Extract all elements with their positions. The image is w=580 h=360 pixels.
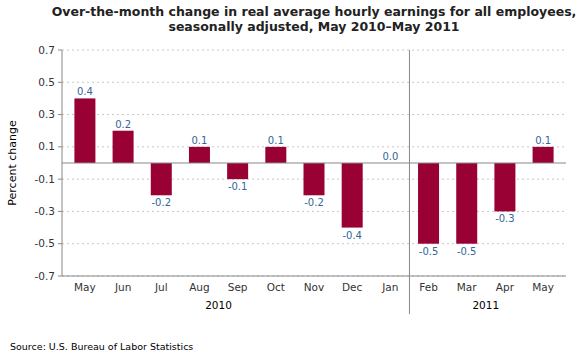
bar xyxy=(189,147,210,163)
chart-svg: Over-the-month change in real average ho… xyxy=(0,0,580,360)
zero-line xyxy=(62,163,566,164)
y-tick xyxy=(58,114,62,115)
x-axis-line xyxy=(62,276,566,277)
bar xyxy=(342,163,363,228)
y-tick xyxy=(58,243,62,244)
x-tick-label: Sep xyxy=(228,281,248,293)
y-tick xyxy=(58,211,62,212)
title-line: seasonally adjusted, May 2010–May 2011 xyxy=(168,19,459,34)
data-label: -0.1 xyxy=(228,181,248,192)
x-tick-label: Oct xyxy=(267,281,285,293)
bar xyxy=(74,98,95,163)
x-tick-label: May xyxy=(74,281,96,293)
bar xyxy=(304,163,325,195)
bar xyxy=(494,163,515,211)
data-label: 0.1 xyxy=(192,135,208,146)
grid-line xyxy=(62,50,566,51)
bar xyxy=(265,147,286,163)
y-axis-label: Percent change xyxy=(6,120,19,206)
data-label: 0.4 xyxy=(77,86,93,97)
y-tick-label: -0.3 xyxy=(35,205,56,217)
bars xyxy=(74,98,553,243)
y-axis-line xyxy=(62,50,63,276)
y-tick-label: 0.7 xyxy=(38,44,55,56)
x-tick-label: May xyxy=(532,281,554,293)
y-tick-label: -0.1 xyxy=(35,173,56,185)
y-tick xyxy=(58,276,62,277)
background xyxy=(0,0,580,360)
y-tick-label: 0.3 xyxy=(38,108,55,120)
year-label: 2010 xyxy=(205,299,232,311)
chart-container: Over-the-month change in real average ho… xyxy=(0,0,580,360)
data-label: -0.3 xyxy=(495,213,515,224)
grid-line xyxy=(62,146,566,147)
data-label: 0.1 xyxy=(268,135,284,146)
grid-line xyxy=(62,211,566,212)
source-note: Source: U.S. Bureau of Labor Statistics xyxy=(10,341,193,352)
y-tick-label: -0.7 xyxy=(35,270,56,282)
data-label: -0.2 xyxy=(152,197,172,208)
grid-line xyxy=(62,243,566,244)
data-label: 0.1 xyxy=(535,135,551,146)
y-tick xyxy=(58,82,62,83)
y-tick-label: 0.5 xyxy=(38,76,55,88)
title-line: Over-the-month change in real average ho… xyxy=(52,4,577,19)
y-tick xyxy=(58,179,62,180)
x-tick-label: Nov xyxy=(304,281,325,293)
bar xyxy=(456,163,477,244)
x-tick-label: Aug xyxy=(189,281,210,293)
x-tick-label: Feb xyxy=(419,281,438,293)
title: Over-the-month change in real average ho… xyxy=(52,4,577,34)
x-tick-label: Jan xyxy=(381,281,398,293)
data-label: -0.4 xyxy=(342,230,362,241)
data-label: -0.5 xyxy=(457,246,477,257)
year-divider xyxy=(409,50,410,314)
y-tick xyxy=(58,146,62,147)
y-tick xyxy=(58,50,62,51)
grid-line xyxy=(62,82,566,83)
y-tick-label: 0.1 xyxy=(38,140,55,152)
y-tick-label: -0.5 xyxy=(35,237,56,249)
data-label: 0.0 xyxy=(382,151,398,162)
bar xyxy=(227,163,248,179)
bar xyxy=(418,163,439,244)
bar xyxy=(533,147,554,163)
x-tick-label: Mar xyxy=(457,281,477,293)
x-tick-label: Apr xyxy=(496,281,515,293)
year-label: 2011 xyxy=(472,299,499,311)
x-tick-label: Jun xyxy=(114,281,131,293)
grid-line xyxy=(62,114,566,115)
data-label: -0.2 xyxy=(304,197,324,208)
bar xyxy=(151,163,172,195)
bar xyxy=(113,131,134,163)
data-label: 0.2 xyxy=(115,119,131,130)
x-tick-label: Dec xyxy=(342,281,363,293)
x-tick-label: Jul xyxy=(154,281,168,293)
grid-line xyxy=(62,276,566,277)
data-label: -0.5 xyxy=(419,246,439,257)
